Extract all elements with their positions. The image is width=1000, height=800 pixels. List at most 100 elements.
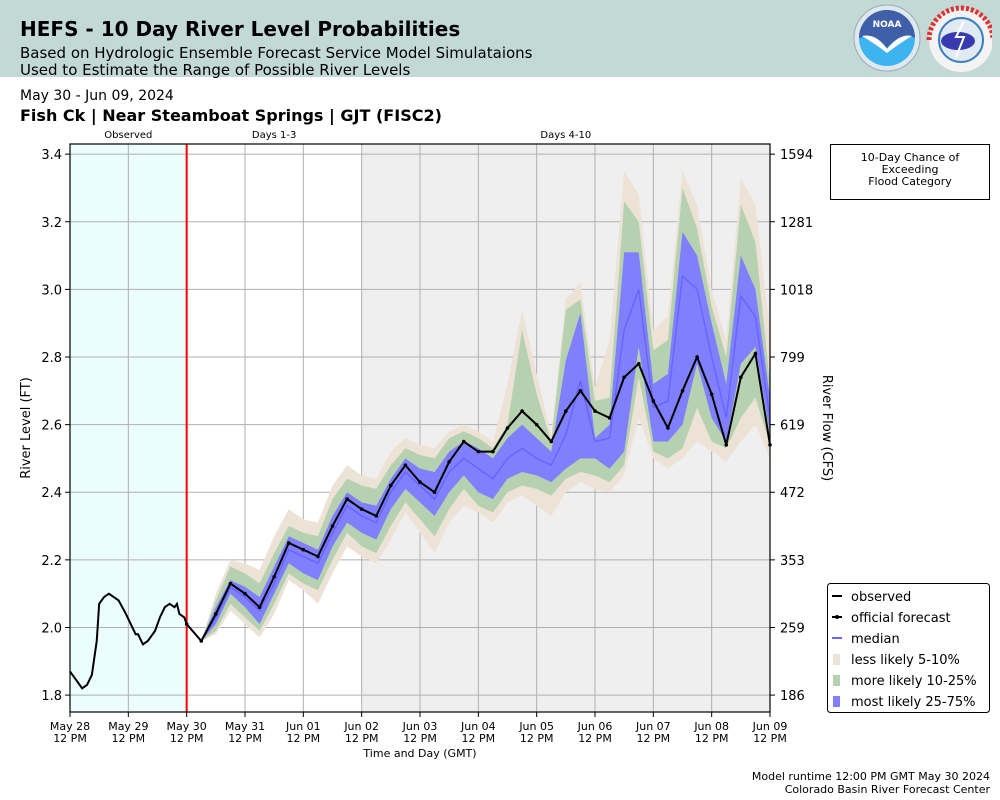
noaa-logo: NOAA	[853, 4, 921, 72]
official-forecast-point	[316, 554, 320, 559]
y-tick-label: 3.0	[41, 283, 62, 298]
y-tick-label: 2.0	[41, 621, 62, 636]
subtitle-line-1: Based on Hydrologic Ensemble Forecast Se…	[20, 44, 533, 62]
legend-swatch-less_likely	[833, 654, 840, 665]
x-tick-label-time: 12 PM	[170, 732, 204, 745]
official-forecast-point	[403, 463, 408, 467]
y2-axis-label: River Flow (CFS)	[819, 375, 834, 481]
x-tick-label-day: Jun 03	[402, 720, 438, 733]
y-tick-label: 1.8	[41, 689, 62, 704]
official-forecast-point	[695, 355, 699, 359]
official-forecast-point	[476, 449, 481, 454]
official-forecast-point	[184, 622, 189, 626]
y2-tick-label: 1281	[780, 216, 813, 231]
official-forecast-point	[724, 443, 729, 447]
section-label: Days 4-10	[540, 130, 591, 141]
x-tick-label-day: Jun 08	[693, 720, 729, 733]
x-tick-label-time: 12 PM	[403, 732, 437, 745]
y-tick-label: 3.2	[41, 216, 62, 231]
official-forecast-point	[359, 507, 364, 511]
x-tick-label-day: Jun 01	[285, 720, 321, 733]
official-forecast-point	[651, 399, 656, 403]
official-forecast-point	[389, 483, 393, 488]
x-tick-label-time: 12 PM	[753, 732, 787, 745]
flood-category-box: 10-Day Chance of Exceeding Flood Categor…	[830, 144, 990, 200]
section-label: Observed	[104, 130, 152, 141]
official-forecast-point	[228, 581, 233, 586]
agency-logos: NOAA	[853, 4, 992, 72]
official-forecast-point	[680, 389, 685, 393]
y2-tick-label: 472	[780, 486, 805, 501]
y-tick-label: 2.6	[41, 419, 62, 434]
legend-label: most likely 25-75%	[851, 695, 975, 710]
y-axis-label: River Level (FT)	[19, 377, 34, 479]
x-tick-label-day: Jun 09	[752, 720, 788, 733]
official-forecast-point	[257, 605, 262, 609]
official-forecast-point	[243, 591, 247, 596]
x-tick-label-day: May 31	[225, 720, 265, 733]
y-tick-label: 2.8	[41, 351, 62, 366]
x-tick-label-time: 12 PM	[345, 732, 379, 745]
official-forecast-point	[447, 460, 451, 464]
plot-frame	[69, 143, 771, 713]
page-title: HEFS - 10 Day River Level Probabilities	[20, 17, 461, 41]
legend-label: more likely 10-25%	[851, 674, 977, 689]
legend: observed official forecast median less like…	[827, 583, 990, 713]
official-forecast-point	[505, 426, 510, 430]
x-tick-label-time: 12 PM	[578, 732, 612, 745]
flood-box-line-3: Flood Category	[868, 175, 952, 188]
x-tick-label-day: Jun 07	[635, 720, 671, 733]
flood-box-line-2: Exceeding	[882, 163, 939, 176]
legend-swatch-most_likely	[833, 696, 840, 707]
official-forecast-point	[214, 612, 218, 616]
legend-marker	[835, 615, 839, 619]
y2-tick-label: 186	[780, 689, 805, 704]
official-forecast-point	[739, 375, 743, 380]
x-tick-label-day: Jun 04	[460, 720, 496, 733]
official-forecast-point	[272, 574, 276, 579]
date-range: May 30 - Jun 09, 2024	[20, 88, 174, 104]
y-tick-label: 2.4	[41, 486, 62, 501]
legend-swatch-more_likely	[833, 675, 840, 686]
official-forecast-point	[520, 409, 524, 413]
legend-label: less likely 5-10%	[851, 653, 960, 668]
x-tick-label-day: May 30	[167, 720, 207, 733]
y-tick-label: 3.4	[41, 148, 62, 163]
model-runtime: Model runtime 12:00 PM GMT May 30 2024	[751, 770, 990, 783]
official-forecast-point	[753, 351, 758, 356]
official-forecast-point	[709, 392, 714, 396]
official-forecast-point	[564, 409, 568, 413]
official-forecast-point	[286, 541, 291, 545]
x-tick-label-time: 12 PM	[462, 732, 496, 745]
forecast-center: Colorado Basin River Forecast Center	[784, 783, 990, 796]
svg-text:NOAA: NOAA	[873, 20, 902, 30]
official-forecast-point	[593, 409, 597, 413]
y-tick-label: 2.2	[41, 554, 62, 569]
y2-tick-label: 259	[780, 621, 805, 636]
official-forecast-point	[199, 639, 204, 643]
official-forecast-point	[534, 422, 539, 427]
location-title: Fish Ck | Near Steamboat Springs | GJT (…	[20, 106, 442, 125]
x-tick-label-time: 12 PM	[228, 732, 262, 745]
x-tick-label-day: Jun 05	[518, 720, 554, 733]
x-tick-label-time: 12 PM	[520, 732, 554, 745]
official-forecast-point	[330, 524, 335, 528]
official-forecast-point	[622, 375, 626, 380]
official-forecast-point	[636, 361, 641, 366]
official-forecast-point	[578, 389, 583, 393]
y2-tick-label: 799	[780, 351, 805, 366]
official-forecast-point	[607, 416, 612, 420]
y2-tick-label: 353	[780, 554, 805, 569]
header-banner: HEFS - 10 Day River Level Probabilities …	[0, 0, 1000, 79]
official-forecast-point	[301, 547, 306, 552]
y2-tick-label: 1018	[780, 283, 813, 298]
x-tick-label-day: Jun 02	[343, 720, 379, 733]
observed-line	[69, 592, 188, 690]
subtitle-line-2: Used to Estimate the Range of Possible R…	[20, 61, 411, 79]
x-tick-label-time: 12 PM	[287, 732, 321, 745]
x-tick-label-time: 12 PM	[695, 732, 729, 745]
nws-logo	[926, 5, 992, 72]
median-line	[186, 274, 771, 643]
x-axis-label: Time and Day (GMT)	[362, 747, 476, 760]
legend-label: observed	[851, 590, 911, 605]
